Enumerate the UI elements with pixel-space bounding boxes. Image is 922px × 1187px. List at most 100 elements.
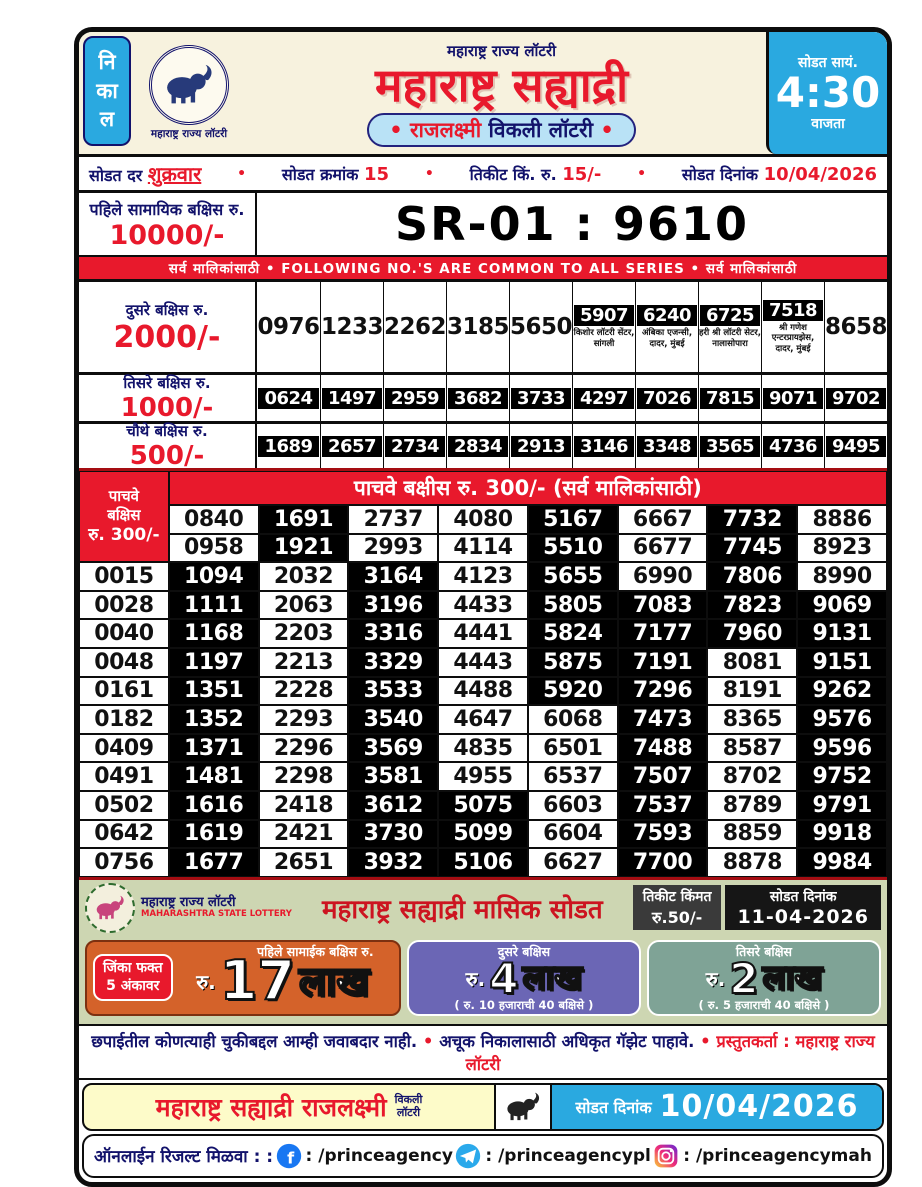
prize-number-cell: 1111 (168, 590, 259, 620)
prize-number-cell: 6537 (527, 762, 618, 791)
prize-number-cell: 1094 (168, 562, 259, 591)
weekly-word-rajlaxmi: राजलक्ष्मी (409, 118, 482, 143)
prize-number-cell: 7191 (617, 647, 708, 677)
prize-number-cell: 9495 (824, 424, 887, 468)
prize-number: 5650 (510, 314, 573, 340)
bullet: • (637, 165, 647, 182)
prize-number-cell: 6603 (527, 790, 618, 820)
prize-number: 0624 (258, 387, 319, 409)
prize-number-cell: 5907 किशोर लॉटरी सेंटर, सांगली (572, 282, 635, 372)
prize-number-cell: 3730 (348, 819, 439, 849)
prize-number-cell: 7026 (635, 375, 698, 421)
footer-weekly-suffix: विकली लॉटरी (395, 1094, 423, 1118)
prize-number-cell: 8878 (707, 848, 798, 877)
draw-date: 10/04/2026 (763, 163, 877, 185)
prize-number-cell: 4433 (438, 590, 528, 620)
prize-number: 3565 (699, 435, 761, 457)
seal-caption: महाराष्ट्र राज्य लॉटरी (150, 128, 228, 140)
prize-number-cell: 9702 (824, 375, 887, 421)
footer-elephant-badge (494, 1084, 552, 1129)
prize-number-cell: 4114 (438, 533, 528, 563)
draw-no-label: सोडत क्रमांक (281, 164, 359, 184)
prize-number-cell: 2913 (509, 424, 572, 468)
prize-number-cell: 2651 (258, 848, 349, 877)
prize-number-cell: 5650 (509, 282, 573, 372)
prize-number: 3185 (447, 314, 510, 340)
monthly-first-amount: 17 (219, 949, 296, 1013)
prize-number-cell: 2032 (258, 562, 349, 591)
prize-number: 3146 (573, 435, 635, 457)
prize-number-cell: 2421 (258, 819, 349, 849)
agent-name: हरी श्री लॉटरी सेटर, नालासोपारा (699, 328, 761, 349)
prize-number-cell: 9576 (797, 705, 887, 734)
prize-number-cell: 9069 (797, 590, 887, 620)
prize-number-cell: 0015 (79, 562, 169, 591)
bullet: • (424, 165, 434, 182)
prize-number-cell: 0958 (168, 533, 259, 563)
monthly-second-unit: लाख (521, 958, 583, 999)
prize-number-cell: 7960 (707, 619, 798, 648)
fifth-prize-grid: पाचवे बक्षिस रु. 300/- पाचवे बक्षीस रु. 300… (79, 468, 887, 877)
header: नि का ल महाराष्ट्र राज्य लॉटरी महाराष्ट्… (79, 32, 887, 154)
monthly-second-note: ( रु. 10 हजाराची 40 बक्षिसे ) (454, 997, 594, 1012)
prize-number-cell: 5655 (527, 562, 618, 591)
prize-number: 0976 (257, 314, 320, 340)
draw-no: 15 (363, 163, 390, 185)
monthly-third-head: तिसरे बक्षिस (735, 943, 792, 959)
prize-number-cell: 6725 हरी श्री लॉटरी सेटर, नालासोपारा (698, 282, 761, 372)
common-series-band: सर्व मालिकांसाठी • FOLLOWING NO.'S ARE C… (79, 255, 887, 279)
prize-number-cell: 1921 (258, 533, 349, 563)
ticket-price-label: तिकीट किं. रु. (469, 164, 557, 184)
prize-number-cell: 1691 (258, 505, 349, 534)
prize-number-cell: 4297 (572, 375, 635, 421)
monthly-price-label: तिकीट किंमत (642, 889, 712, 906)
fourth-prize-label-text: चौथे बक्षिस रु. (126, 422, 208, 440)
fifth-side-line: पाचवे (108, 487, 140, 506)
prize-number-cell: 9791 (797, 790, 887, 820)
prize-number-cell: 7593 (617, 819, 708, 849)
prize-number: 9702 (825, 387, 887, 409)
prize-number: 2657 (321, 435, 383, 457)
prize-number-cell: 0028 (79, 590, 169, 620)
prize-number-cell: 3196 (348, 590, 439, 620)
monthly-third-note: ( रु. 5 हजाराची 40 बक्षिसे ) (698, 997, 830, 1012)
social-handle: : /princeagency (305, 1145, 453, 1166)
prize-number-cell: 1197 (168, 647, 259, 677)
prize-number-cell: 0642 (79, 819, 169, 849)
prize-number-cell: 4488 (438, 676, 528, 706)
prize-number-cell: 2834 (446, 424, 509, 468)
rupee-label: रु. (465, 967, 486, 992)
top-title: महाराष्ट्र राज्य लॉटरी (447, 41, 556, 60)
prize-number-cell: 5510 (527, 533, 618, 563)
prize-number-cell: 7823 (707, 590, 798, 620)
prize-number-cell: 7815 (698, 375, 761, 421)
prize-number-cell: 6627 (527, 848, 618, 877)
presenter-text: प्रस्तुतकर्ता : महाराष्ट्र राज्य लॉटरी (465, 1031, 875, 1074)
prize-number-cell: 3682 (446, 375, 509, 421)
prize-number-cell: 1371 (168, 733, 259, 763)
monthly-price-value: रु.50/- (651, 908, 703, 928)
prize-number-cell: 9918 (797, 819, 887, 849)
prize-number-cell: 9596 (797, 733, 887, 763)
prize-number-cell: 3540 (348, 705, 439, 734)
footer-date-box: सोडत दिनांक 10/04/2026 (552, 1084, 882, 1129)
prize-number-cell: 4080 (438, 505, 528, 534)
page-title: महाराष्ट्र सह्याद्री (374, 57, 628, 112)
monthly-ticket-price-box: तिकीट किंमत रु.50/- (632, 885, 722, 931)
prize-number-cell: 1481 (168, 762, 259, 791)
prize-number-cell: 8658 (823, 282, 887, 372)
prize-number-cell: 1233 (319, 282, 384, 372)
facebook-icon: f (276, 1143, 301, 1168)
monthly-title: महाराष्ट्र सह्याद्री मासिक सोडत (321, 894, 603, 925)
fourth-prize-row: चौथे बक्षिस रु. 500/- 1689 2657 2734 2834 29… (79, 421, 887, 471)
prize-number-cell: 1352 (168, 705, 259, 734)
prize-number-cell: 6667 (617, 505, 708, 534)
prize-number-cell: 9262 (797, 676, 887, 706)
telegram-icon (456, 1143, 481, 1168)
monthly-seal-caption: महाराष्ट्र राज्य लॉटरी MAHARASHTRA STATE… (141, 896, 292, 919)
footer-brand-title: महाराष्ट्र सह्याद्री राजलक्ष्मी (155, 1092, 387, 1122)
prize-number-cell: 4955 (438, 762, 528, 791)
prize-number-cell: 0840 (168, 505, 259, 534)
prize-number-cell: 6068 (527, 705, 618, 734)
prize-number: 2913 (510, 435, 572, 457)
